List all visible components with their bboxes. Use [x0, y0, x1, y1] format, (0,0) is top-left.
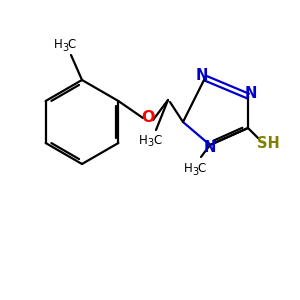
- Text: 3: 3: [62, 43, 68, 53]
- Text: 3: 3: [192, 167, 198, 177]
- Text: SH: SH: [256, 136, 279, 151]
- Text: 3: 3: [147, 138, 153, 148]
- Text: O: O: [141, 110, 155, 125]
- Text: H: H: [54, 38, 62, 52]
- Text: C: C: [153, 134, 161, 146]
- Text: C: C: [68, 38, 76, 52]
- Text: N: N: [245, 86, 257, 101]
- Text: H: H: [139, 134, 147, 146]
- Text: H: H: [184, 163, 192, 176]
- Text: C: C: [198, 163, 206, 176]
- Text: N: N: [204, 140, 216, 154]
- Text: N: N: [196, 68, 208, 83]
